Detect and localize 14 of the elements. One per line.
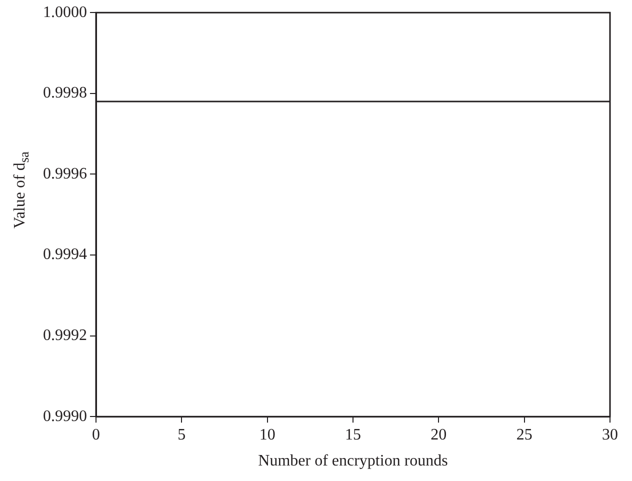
y-tick-label: 0.9996 xyxy=(43,165,87,182)
x-axis-title: Number of encryption rounds xyxy=(258,452,448,470)
x-tick-label: 5 xyxy=(178,426,186,444)
y-tick-label: 1.0000 xyxy=(43,4,87,21)
y-tick-label: 0.9994 xyxy=(43,246,87,264)
y-tick-label: 0.9990 xyxy=(43,408,87,425)
x-tick-label: 15 xyxy=(345,426,361,444)
x-tick-label: 30 xyxy=(602,426,618,444)
x-tick-label: 0 xyxy=(92,426,100,444)
x-tick-label: 20 xyxy=(430,426,447,444)
x-tick-label: 25 xyxy=(516,426,532,444)
y-tick-label: 0.9992 xyxy=(43,327,87,344)
x-tick-label: 10 xyxy=(259,426,276,444)
y-tick-label: 0.9998 xyxy=(43,84,87,102)
